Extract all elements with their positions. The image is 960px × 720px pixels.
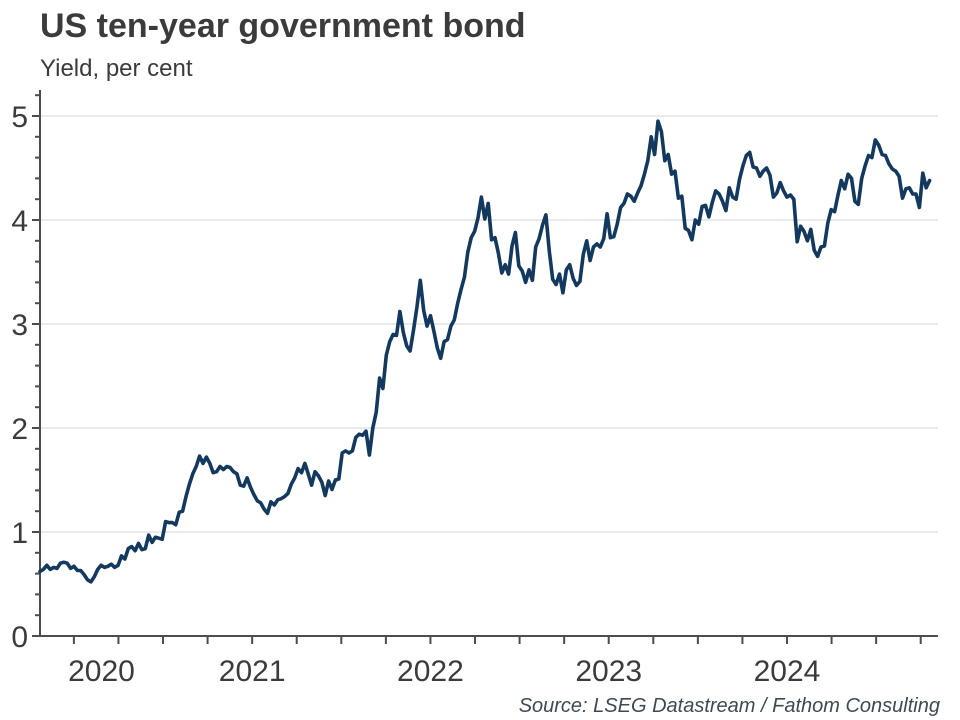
y-tick-label: 1	[11, 517, 28, 550]
x-year-label: 2021	[219, 655, 286, 688]
chart-subtitle: Yield, per cent	[40, 55, 193, 82]
y-tick-label: 2	[11, 413, 28, 446]
source-credit: Source: LSEG Datastream / Fathom Consult…	[518, 695, 940, 717]
y-tick-label: 0	[11, 621, 28, 654]
y-tick-label: 4	[11, 205, 28, 238]
y-tick-label: 5	[11, 101, 28, 134]
x-year-label: 2020	[68, 655, 135, 688]
x-year-label: 2023	[575, 655, 642, 688]
y-gridlines	[40, 115, 938, 533]
chart-title: US ten-year government bond	[40, 7, 526, 45]
y-tick-label: 3	[11, 309, 28, 342]
x-year-label: 2024	[754, 655, 821, 688]
yield-line-series	[38, 119, 932, 584]
x-year-label: 2022	[397, 655, 464, 688]
y-axis: 0 1 2 3 4 5	[11, 90, 41, 654]
bond-yield-line	[38, 119, 932, 584]
x-axis: 2020 2021 2022 2023 2024	[40, 635, 938, 688]
